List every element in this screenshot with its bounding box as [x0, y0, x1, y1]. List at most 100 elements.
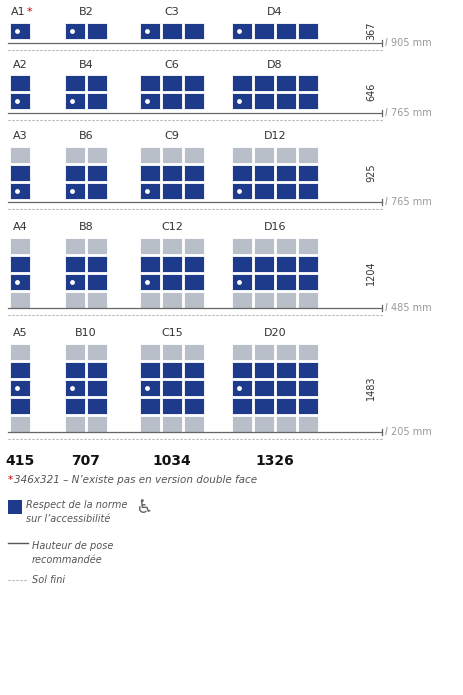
Text: I: I [384, 38, 387, 48]
Bar [10, 75, 30, 91]
Text: B10: B10 [75, 328, 97, 338]
Bar [275, 380, 295, 396]
Bar [184, 165, 204, 181]
Bar [275, 416, 295, 432]
Bar [297, 75, 317, 91]
Bar [162, 23, 181, 39]
Bar [140, 75, 160, 91]
Text: A4: A4 [13, 222, 27, 232]
Text: D16: D16 [263, 222, 286, 232]
Bar [10, 344, 30, 360]
Bar [232, 380, 251, 396]
Bar [162, 274, 181, 290]
Bar [140, 256, 160, 272]
Bar [184, 274, 204, 290]
Bar [140, 292, 160, 308]
Text: D12: D12 [263, 131, 286, 141]
Bar [275, 23, 295, 39]
Text: 1034: 1034 [152, 454, 191, 468]
Bar [184, 23, 204, 39]
Bar [184, 398, 204, 414]
Bar [10, 274, 30, 290]
Bar [87, 75, 107, 91]
Bar [87, 183, 107, 199]
Bar [162, 362, 181, 378]
Bar [184, 183, 204, 199]
Bar [65, 75, 85, 91]
Text: A5: A5 [13, 328, 27, 338]
Bar [162, 93, 181, 109]
Bar [253, 344, 274, 360]
Bar [232, 183, 251, 199]
Bar [253, 292, 274, 308]
Text: 367: 367 [365, 22, 375, 40]
Text: C9: C9 [164, 131, 179, 141]
Text: C6: C6 [164, 60, 179, 70]
Text: Hauteur de pose
recommandée: Hauteur de pose recommandée [32, 541, 113, 565]
Bar [275, 75, 295, 91]
Bar [275, 93, 295, 109]
Bar [297, 398, 317, 414]
Bar [162, 238, 181, 254]
Text: Sol fini: Sol fini [32, 575, 65, 585]
Bar [87, 165, 107, 181]
Bar [297, 147, 317, 163]
Text: 905 mm: 905 mm [390, 38, 431, 48]
Text: *: * [27, 7, 32, 17]
Bar [162, 344, 181, 360]
Bar [275, 256, 295, 272]
Bar [162, 416, 181, 432]
Bar [232, 274, 251, 290]
Bar [162, 292, 181, 308]
Text: 707: 707 [71, 454, 100, 468]
Bar [297, 274, 317, 290]
Bar [232, 147, 251, 163]
Bar [184, 147, 204, 163]
Bar [275, 274, 295, 290]
Bar [65, 165, 85, 181]
Bar [162, 380, 181, 396]
Bar [253, 416, 274, 432]
Bar [297, 362, 317, 378]
Bar [10, 93, 30, 109]
Text: A3: A3 [13, 131, 27, 141]
Bar [8, 500, 22, 514]
Bar [253, 238, 274, 254]
Bar [140, 344, 160, 360]
Text: B8: B8 [78, 222, 93, 232]
Bar [162, 75, 181, 91]
Bar [253, 362, 274, 378]
Bar [87, 380, 107, 396]
Bar [275, 238, 295, 254]
Bar [275, 292, 295, 308]
Bar [87, 344, 107, 360]
Bar [140, 274, 160, 290]
Text: A1: A1 [11, 7, 25, 17]
Bar [87, 362, 107, 378]
Text: A2: A2 [13, 60, 27, 70]
Bar [184, 238, 204, 254]
Bar [232, 344, 251, 360]
Bar [10, 416, 30, 432]
Text: I: I [384, 303, 387, 313]
Text: 485 mm: 485 mm [390, 303, 431, 313]
Bar [162, 147, 181, 163]
Bar [297, 256, 317, 272]
Bar [232, 165, 251, 181]
Bar [184, 344, 204, 360]
Bar [275, 344, 295, 360]
Bar [87, 416, 107, 432]
Bar [10, 183, 30, 199]
Text: 1326: 1326 [255, 454, 294, 468]
Text: D8: D8 [267, 60, 282, 70]
Bar [140, 398, 160, 414]
Bar [65, 380, 85, 396]
Bar [232, 398, 251, 414]
Bar [162, 165, 181, 181]
Bar [253, 93, 274, 109]
Bar [10, 23, 30, 39]
Bar [65, 398, 85, 414]
Bar [253, 256, 274, 272]
Text: 205 mm: 205 mm [390, 427, 431, 437]
Bar [87, 274, 107, 290]
